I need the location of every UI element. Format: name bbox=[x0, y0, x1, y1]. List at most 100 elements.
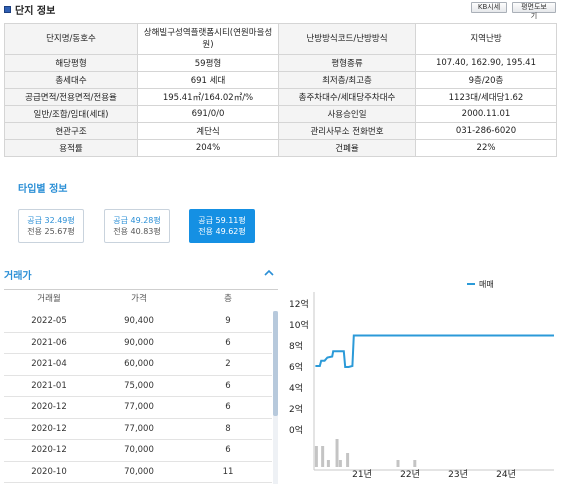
info-label: 평형종류 bbox=[278, 54, 416, 72]
table-row: 2020-10 70,000 11 bbox=[4, 462, 272, 483]
divider bbox=[4, 289, 278, 290]
info-row: 총세대수 691 세대 최저층/최고층 9층/20층 bbox=[4, 71, 557, 89]
trade-price-title: 거래가 bbox=[4, 271, 32, 282]
info-label: 일반/조합/임대(세대) bbox=[4, 105, 138, 123]
info-row: 현관구조 계단식 관리사무소 전화번호 031-286-6020 bbox=[4, 122, 557, 140]
y-tick-label: 2억 bbox=[289, 403, 303, 415]
cell-floor: 11 bbox=[222, 466, 234, 477]
cell-floor: 6 bbox=[225, 380, 231, 391]
table-row: 2020-12 77,000 8 bbox=[4, 419, 272, 440]
volume-bar bbox=[335, 439, 339, 467]
square-bullet-icon bbox=[4, 6, 11, 13]
type-card-supply: 공급 49.28평 bbox=[113, 216, 161, 225]
info-value: 상해빌구성역플랫폼시티(연원마을성원) bbox=[137, 23, 279, 55]
info-value: 107.40, 162.90, 195.41 bbox=[415, 54, 557, 72]
floorplan-button[interactable]: 평면도보기 bbox=[512, 2, 556, 20]
volume-bar bbox=[413, 460, 417, 467]
cell-month: 2022-05 bbox=[31, 316, 67, 327]
info-row: 일반/조합/임대(세대) 691/0/0 사용승인일 2000.11.01 bbox=[4, 105, 557, 123]
cell-price: 90,400 bbox=[124, 316, 154, 327]
trade-list[interactable]: 2022-05 90,400 9 2021-06 90,000 6 2021-0… bbox=[4, 311, 272, 484]
info-label: 관리사무소 전화번호 bbox=[278, 122, 416, 140]
type-card-exclusive: 전용 25.67평 bbox=[27, 227, 75, 236]
info-label: 총세대수 bbox=[4, 71, 138, 89]
section-title: 단지 정보 bbox=[4, 2, 55, 17]
x-tick-label: 22년 bbox=[400, 469, 420, 480]
y-tick-label: 6억 bbox=[289, 361, 303, 373]
x-tick-label: 24년 bbox=[496, 469, 516, 480]
cell-price: 77,000 bbox=[124, 402, 154, 413]
info-value: 031-286-6020 bbox=[415, 122, 557, 140]
cell-price: 75,000 bbox=[124, 380, 154, 391]
chevron-up-icon[interactable] bbox=[263, 268, 275, 278]
info-label: 사용승인일 bbox=[278, 105, 416, 123]
type-card-59-selected[interactable]: 공급 59.11평 전용 49.62평 bbox=[189, 209, 255, 243]
cell-price: 60,000 bbox=[124, 359, 154, 370]
cell-month: 2020-12 bbox=[31, 445, 67, 456]
volume-bar bbox=[346, 453, 350, 467]
cell-month: 2020-10 bbox=[31, 466, 67, 477]
info-label: 현관구조 bbox=[4, 122, 138, 140]
y-tick-label: 4억 bbox=[289, 382, 303, 394]
info-label: 용적률 bbox=[4, 139, 138, 157]
info-value: 22% bbox=[415, 139, 557, 157]
volume-bar bbox=[326, 460, 330, 467]
info-label: 총주차대수/세대당주차대수 bbox=[278, 88, 416, 106]
volume-bar bbox=[396, 460, 400, 467]
cell-price: 70,000 bbox=[124, 466, 154, 477]
complex-info-table: 단지명/동호수 상해빌구성역플랫폼시티(연원마을성원) 난방방식코드/난방방식 … bbox=[4, 23, 557, 157]
info-value: 1123대/세대당1.62 bbox=[415, 88, 557, 106]
cell-floor: 6 bbox=[225, 445, 231, 456]
type-card-exclusive: 전용 49.62평 bbox=[198, 227, 246, 236]
type-card-supply: 공급 59.11평 bbox=[198, 216, 246, 225]
legend-label: 매매 bbox=[479, 280, 494, 289]
y-tick-label: 0억 bbox=[289, 424, 303, 436]
top-header: 단지 정보 KB시세 평면도보기 bbox=[0, 0, 561, 20]
y-tick-label: 10억 bbox=[289, 319, 309, 331]
cell-price: 70,000 bbox=[124, 445, 154, 456]
table-row: 2021-04 60,000 2 bbox=[4, 354, 272, 376]
column-header-floor: 층 bbox=[224, 294, 232, 304]
volume-bar bbox=[321, 446, 325, 467]
info-value: 지역난방 bbox=[415, 23, 557, 55]
info-row: 단지명/동호수 상해빌구성역플랫폼시티(연원마을성원) 난방방식코드/난방방식 … bbox=[4, 23, 557, 55]
cell-floor: 9 bbox=[225, 316, 231, 327]
type-card-32[interactable]: 공급 32.49평 전용 25.67평 bbox=[18, 209, 84, 243]
type-card-49[interactable]: 공급 49.28평 전용 40.83평 bbox=[104, 209, 170, 243]
series-line-sale bbox=[315, 334, 554, 368]
price-trend-chart: 12억 10억 8억 6억 4억 2억 0억 21년 22년 23년 24년 매매 bbox=[289, 280, 554, 480]
cell-floor: 8 bbox=[225, 423, 231, 434]
cell-price: 77,000 bbox=[124, 423, 154, 434]
cell-month: 2020-12 bbox=[31, 402, 67, 413]
trade-table-header: 거래월 가격 층 bbox=[4, 292, 272, 306]
info-value: 계단식 bbox=[137, 122, 279, 140]
info-value: 691 세대 bbox=[137, 71, 279, 89]
type-card-exclusive: 전용 40.83평 bbox=[113, 227, 161, 236]
cell-month: 2020-12 bbox=[31, 423, 67, 434]
cell-floor: 2 bbox=[225, 359, 231, 370]
volume-bar bbox=[338, 460, 342, 467]
table-row: 2020-12 70,000 6 bbox=[4, 440, 272, 462]
kb-price-button[interactable]: KB시세 bbox=[471, 2, 507, 13]
info-value: 691/0/0 bbox=[137, 105, 279, 123]
y-tick-label: 8억 bbox=[289, 340, 303, 352]
info-label: 공급면적/전용면적/전용율 bbox=[4, 88, 138, 106]
x-tick-label: 23년 bbox=[448, 469, 468, 480]
info-label: 해당평형 bbox=[4, 54, 138, 72]
info-label: 최저층/최고층 bbox=[278, 71, 416, 89]
info-value: 2000.11.01 bbox=[415, 105, 557, 123]
info-value: 59평형 bbox=[137, 54, 279, 72]
column-header-price: 가격 bbox=[131, 294, 147, 304]
y-tick-label: 12억 bbox=[289, 298, 309, 310]
cell-floor: 6 bbox=[225, 402, 231, 413]
column-header-month: 거래월 bbox=[37, 294, 61, 304]
scrollbar-thumb[interactable] bbox=[273, 311, 278, 416]
info-value: 204% bbox=[137, 139, 279, 157]
type-card-supply: 공급 32.49평 bbox=[27, 216, 75, 225]
x-tick-label: 21년 bbox=[352, 469, 372, 480]
cell-month: 2021-01 bbox=[31, 380, 67, 391]
info-row: 공급면적/전용면적/전용율 195.41㎡/164.02㎡/% 총주차대수/세대… bbox=[4, 88, 557, 106]
info-row: 해당평형 59평형 평형종류 107.40, 162.90, 195.41 bbox=[4, 54, 557, 72]
volume-bar bbox=[314, 446, 318, 467]
type-info-title: 타입별 정보 bbox=[18, 184, 68, 195]
